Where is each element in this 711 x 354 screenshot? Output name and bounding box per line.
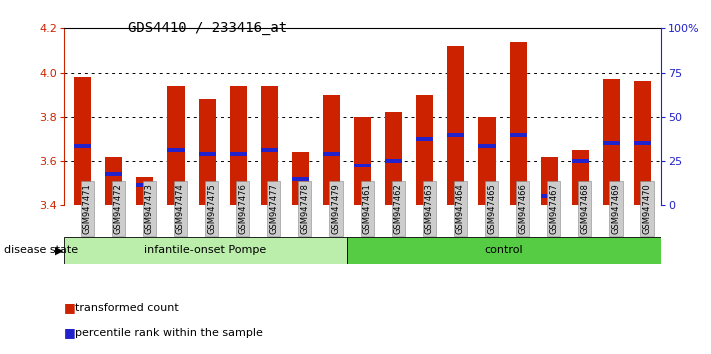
Text: GSM947462: GSM947462 — [394, 183, 402, 234]
Text: GSM947467: GSM947467 — [549, 183, 558, 234]
Bar — [354, 164, 371, 167]
Text: disease state: disease state — [4, 245, 77, 256]
Text: transformed count: transformed count — [75, 303, 178, 313]
Text: GSM947466: GSM947466 — [518, 183, 527, 234]
Bar — [64, 237, 347, 264]
Bar — [603, 79, 620, 205]
Text: ▶: ▶ — [55, 245, 63, 256]
Bar — [105, 172, 122, 176]
Bar — [323, 153, 340, 156]
Text: GSM947470: GSM947470 — [643, 183, 651, 234]
Bar — [447, 46, 464, 205]
Text: ■: ■ — [64, 302, 76, 314]
Bar — [354, 117, 371, 205]
Text: infantile-onset Pompe: infantile-onset Pompe — [144, 245, 267, 256]
Text: GSM947478: GSM947478 — [300, 183, 309, 234]
Bar — [230, 153, 247, 156]
Bar — [416, 137, 434, 141]
Bar — [198, 153, 215, 156]
Bar — [167, 148, 185, 152]
Text: GSM947471: GSM947471 — [82, 183, 92, 234]
Bar — [572, 150, 589, 205]
Bar — [479, 144, 496, 148]
Text: GSM947479: GSM947479 — [331, 183, 341, 234]
Bar — [347, 237, 661, 264]
Bar — [479, 117, 496, 205]
Text: GSM947475: GSM947475 — [207, 183, 216, 234]
Text: GSM947473: GSM947473 — [145, 183, 154, 234]
Bar — [137, 177, 154, 205]
Text: GSM947474: GSM947474 — [176, 183, 185, 234]
Bar — [198, 99, 215, 205]
Bar — [447, 132, 464, 137]
Bar — [603, 141, 620, 145]
Bar — [261, 86, 278, 205]
Bar — [385, 159, 402, 163]
Bar — [510, 132, 527, 137]
Bar — [137, 183, 154, 187]
Bar — [416, 95, 434, 205]
Bar — [74, 144, 91, 148]
Text: GSM947476: GSM947476 — [238, 183, 247, 234]
Bar — [385, 113, 402, 205]
Bar — [167, 86, 185, 205]
Bar — [230, 86, 247, 205]
Text: GSM947465: GSM947465 — [487, 183, 496, 234]
Bar — [74, 77, 91, 205]
Text: GSM947469: GSM947469 — [611, 183, 621, 234]
Bar — [540, 156, 558, 205]
Text: percentile rank within the sample: percentile rank within the sample — [75, 328, 262, 338]
Bar — [105, 156, 122, 205]
Bar — [510, 42, 527, 205]
Bar — [634, 81, 651, 205]
Bar — [572, 159, 589, 163]
Text: control: control — [485, 245, 523, 256]
Text: GDS4410 / 233416_at: GDS4410 / 233416_at — [128, 21, 287, 35]
Text: GSM947468: GSM947468 — [580, 183, 589, 234]
Bar — [261, 148, 278, 152]
Bar — [292, 152, 309, 205]
Text: GSM947472: GSM947472 — [114, 183, 123, 234]
Text: GSM947464: GSM947464 — [456, 183, 465, 234]
Text: GSM947461: GSM947461 — [363, 183, 372, 234]
Text: GSM947477: GSM947477 — [269, 183, 278, 234]
Bar — [292, 177, 309, 181]
Bar — [540, 194, 558, 199]
Text: ■: ■ — [64, 326, 76, 339]
Text: GSM947463: GSM947463 — [424, 183, 434, 234]
Bar — [634, 141, 651, 145]
Bar — [323, 95, 340, 205]
